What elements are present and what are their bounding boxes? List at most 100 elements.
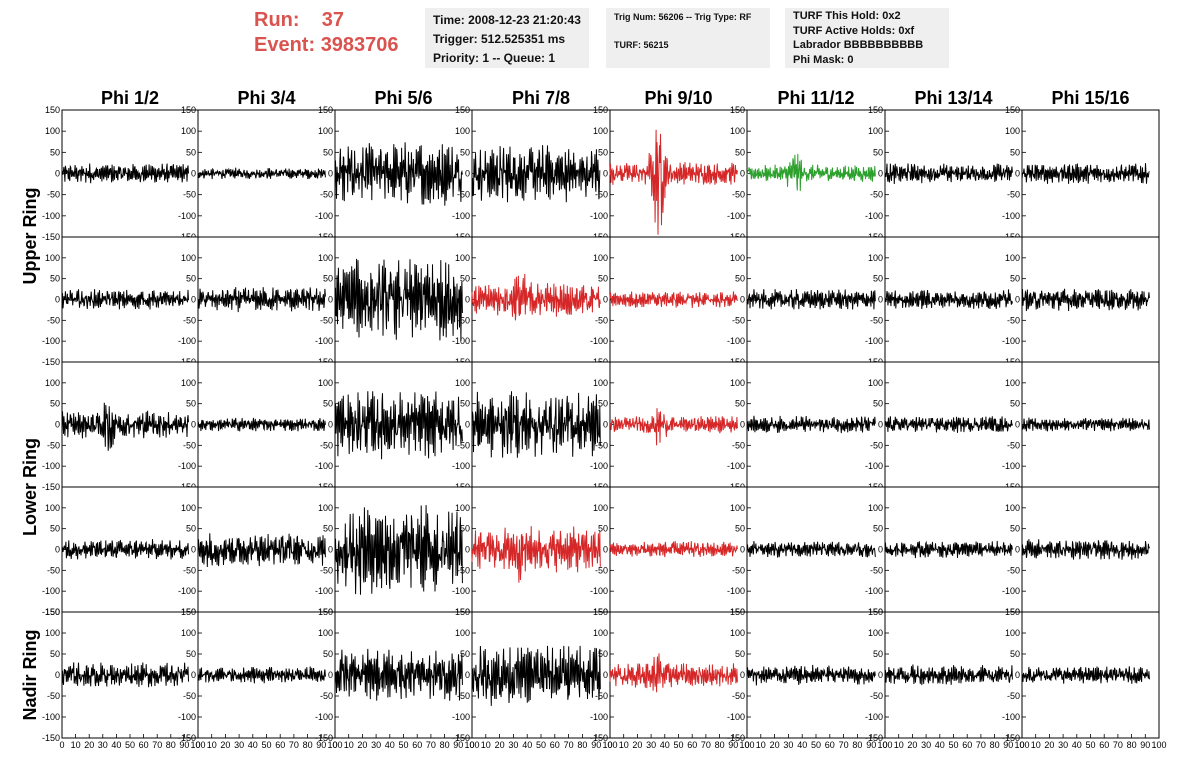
- waveform-trace: [197, 666, 326, 684]
- waveform-trace: [1021, 539, 1150, 560]
- x-tick-label: 30: [508, 740, 518, 750]
- time-info-box: Time: 2008-12-23 21:20:43 Trigger: 512.5…: [425, 8, 589, 68]
- x-tick-label: 90: [1140, 740, 1150, 750]
- y-tick-label: -100: [452, 336, 470, 346]
- y-tick-label: 50: [873, 147, 883, 157]
- x-tick-label: 50: [1085, 740, 1095, 750]
- waveform-trace: [609, 541, 738, 558]
- y-tick-label: -50: [732, 190, 745, 200]
- x-tick-label: 100: [464, 740, 479, 750]
- x-tick-label: 30: [234, 740, 244, 750]
- y-tick-label: 150: [868, 105, 883, 115]
- y-tick-label: -150: [727, 733, 745, 743]
- x-tick-label: 20: [907, 740, 917, 750]
- y-tick-label: 50: [1010, 649, 1020, 659]
- x-tick-label: 20: [357, 740, 367, 750]
- y-tick-label: 100: [593, 253, 608, 263]
- y-tick-label: 150: [730, 105, 745, 115]
- y-tick-label: 0: [878, 420, 883, 430]
- column-header-7: Phi 13/14: [914, 88, 992, 108]
- y-tick-label: -100: [727, 211, 745, 221]
- y-tick-label: 50: [735, 274, 745, 284]
- x-tick-label: 40: [797, 740, 807, 750]
- y-tick-label: -100: [42, 712, 60, 722]
- waveform-trace: [334, 391, 463, 460]
- x-tick-label: 70: [564, 740, 574, 750]
- y-tick-label: -50: [457, 440, 470, 450]
- column-header-4: Phi 7/8: [512, 88, 570, 108]
- y-tick-label: 50: [873, 399, 883, 409]
- y-tick-label: 0: [55, 545, 60, 555]
- y-tick-label: -50: [732, 315, 745, 325]
- y-tick-label: -50: [320, 440, 333, 450]
- y-tick-label: 50: [323, 524, 333, 534]
- y-tick-label: -50: [320, 691, 333, 701]
- y-tick-label: -100: [590, 712, 608, 722]
- column-header-3: Phi 5/6: [374, 88, 432, 108]
- time-text: Time: 2008-12-23 21:20:43: [433, 13, 581, 27]
- y-tick-label: -50: [732, 440, 745, 450]
- y-tick-label: 100: [181, 628, 196, 638]
- y-tick-label: -50: [183, 565, 196, 575]
- waveform-trace: [609, 653, 738, 693]
- waveform-trace: [197, 417, 326, 432]
- waveform-trace: [1021, 666, 1150, 684]
- y-tick-label: 0: [191, 169, 196, 179]
- y-tick-label: 50: [873, 649, 883, 659]
- y-tick-label: -150: [178, 733, 196, 743]
- y-tick-label: 50: [323, 399, 333, 409]
- y-tick-label: -100: [178, 586, 196, 596]
- waveform-trace: [197, 287, 326, 313]
- y-tick-label: -150: [865, 733, 883, 743]
- y-tick-label: 100: [45, 503, 60, 513]
- y-tick-label: 100: [181, 503, 196, 513]
- y-tick-label: 0: [603, 420, 608, 430]
- x-tick-label: 30: [646, 740, 656, 750]
- y-tick-label: -50: [870, 190, 883, 200]
- x-tick-label: 100: [877, 740, 892, 750]
- y-tick-label: 150: [455, 607, 470, 617]
- y-tick-label: 0: [740, 169, 745, 179]
- x-tick-label: 50: [398, 740, 408, 750]
- y-tick-label: -150: [42, 607, 60, 617]
- x-tick-label: 10: [207, 740, 217, 750]
- x-tick-label: 50: [811, 740, 821, 750]
- y-tick-label: -100: [865, 461, 883, 471]
- x-tick-label: 70: [426, 740, 436, 750]
- x-tick-label: 20: [632, 740, 642, 750]
- x-tick-label: 70: [1113, 740, 1123, 750]
- y-tick-label: 50: [460, 399, 470, 409]
- x-tick-label: 90: [866, 740, 876, 750]
- y-tick-label: -50: [47, 190, 60, 200]
- y-tick-label: 100: [1005, 378, 1020, 388]
- y-tick-label: 100: [1005, 628, 1020, 638]
- y-tick-label: 150: [455, 105, 470, 115]
- x-tick-label: 10: [894, 740, 904, 750]
- x-tick-label: 40: [935, 740, 945, 750]
- x-tick-label: 80: [303, 740, 313, 750]
- y-tick-label: 0: [1015, 670, 1020, 680]
- y-tick-label: -50: [320, 565, 333, 575]
- y-tick-label: 0: [191, 295, 196, 305]
- event-label: Event:: [254, 34, 316, 56]
- y-tick-label: 0: [878, 295, 883, 305]
- x-tick-label: 100: [1151, 740, 1166, 750]
- y-tick-label: -50: [1007, 315, 1020, 325]
- phi-mask-text: Phi Mask: 0: [793, 53, 854, 66]
- y-tick-label: 50: [50, 399, 60, 409]
- waveform-trace: [609, 408, 738, 446]
- y-tick-label: -50: [595, 691, 608, 701]
- y-tick-label: 100: [455, 378, 470, 388]
- waveform-trace: [884, 289, 1013, 310]
- y-tick-label: 0: [328, 545, 333, 555]
